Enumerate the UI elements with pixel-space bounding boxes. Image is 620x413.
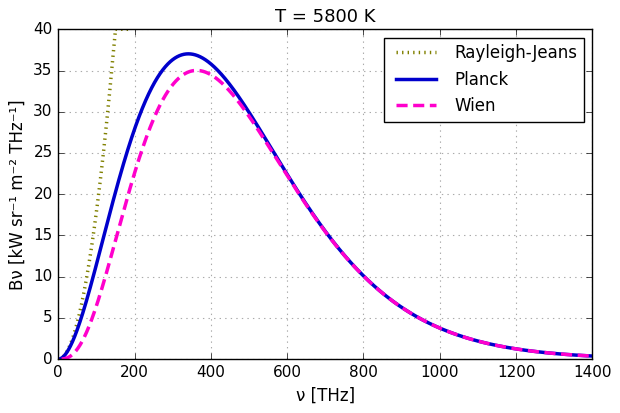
Wien [266,145,273,150]
Wien [58,356,65,361]
Planck [494,343,501,348]
Wien [549,351,557,356]
Rayleigh-Jeans [77,307,84,312]
Planck [151,79,159,84]
Rayleigh-Jeans [112,27,119,32]
Rayleigh-Jeans [86,257,94,262]
Y-axis label: Bν [kW sr⁻¹ m⁻² THz⁻¹]: Bν [kW sr⁻¹ m⁻² THz⁻¹] [8,99,26,290]
Planck [185,51,192,56]
Planck [402,308,409,313]
Line: Rayleigh-Jeans: Rayleigh-Jeans [58,29,128,359]
Wien [457,333,464,338]
Wien [427,321,435,326]
Rayleigh-Jeans [55,357,62,362]
Planck [375,287,383,292]
Line: Planck: Planck [58,54,593,359]
Planck [259,131,266,136]
Rayleigh-Jeans [75,313,82,318]
Rayleigh-Jeans [125,27,132,32]
Wien [193,68,200,73]
Planck [55,357,62,362]
Rayleigh-Jeans [56,356,64,361]
Rayleigh-Jeans [55,357,62,362]
Line: Wien: Wien [61,71,593,359]
Wien [589,354,596,358]
Wien [544,350,551,355]
Planck [589,354,596,358]
Title: T = 5800 K: T = 5800 K [275,8,376,26]
Rayleigh-Jeans [58,355,66,360]
Wien [319,225,326,230]
Legend: Rayleigh-Jeans, Planck, Wien: Rayleigh-Jeans, Planck, Wien [384,38,584,121]
X-axis label: ν [THz]: ν [THz] [296,387,355,405]
Planck [453,332,461,337]
